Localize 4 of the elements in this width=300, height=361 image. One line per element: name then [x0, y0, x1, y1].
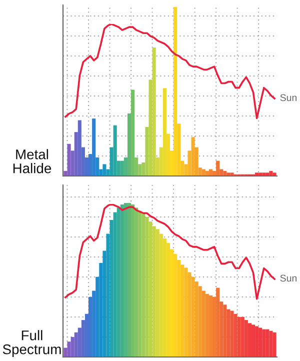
series-label: Sun [280, 94, 296, 102]
y-axis-title: Full Spectrum [2, 330, 61, 357]
series-label: Sun [280, 274, 296, 282]
y-axis-title: Metal Halide [13, 149, 52, 174]
